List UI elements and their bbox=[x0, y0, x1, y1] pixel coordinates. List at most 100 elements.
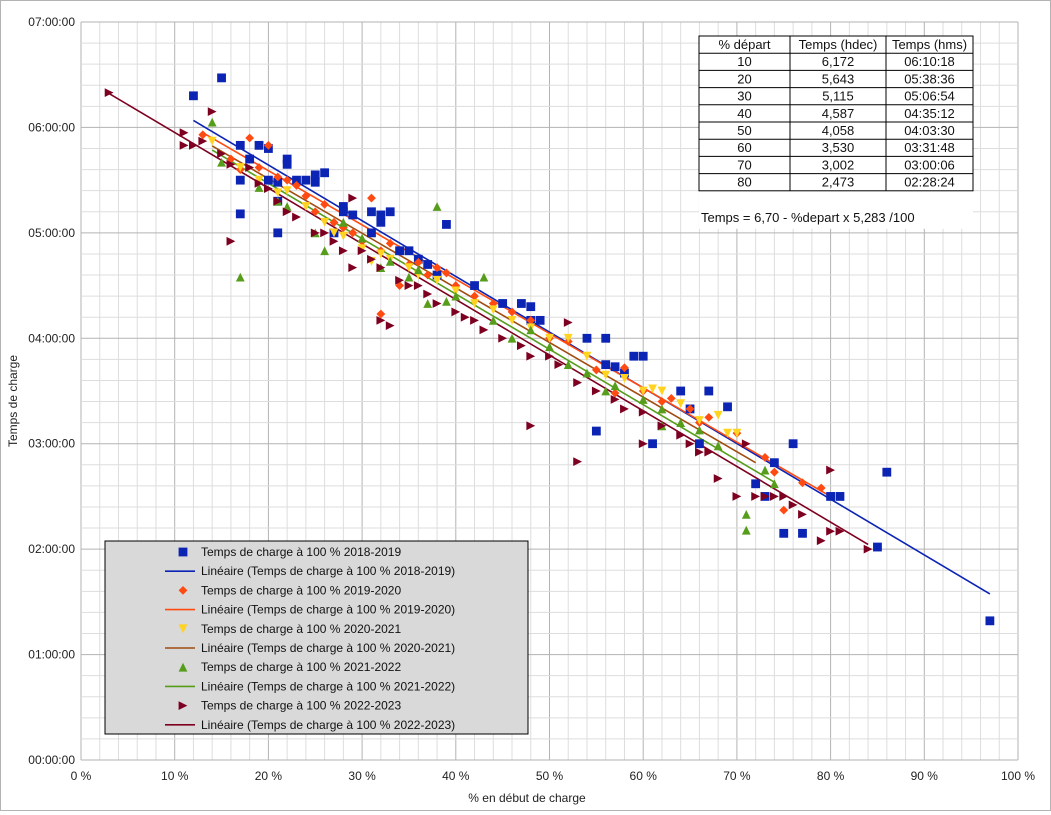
data-point bbox=[423, 289, 433, 299]
data-point bbox=[367, 207, 376, 217]
data-point bbox=[451, 291, 461, 301]
data-point bbox=[301, 202, 311, 211]
data-point bbox=[320, 228, 330, 238]
data-point bbox=[648, 439, 657, 449]
data-point bbox=[207, 107, 217, 117]
data-point bbox=[695, 447, 704, 457]
legend-label: Linéaire (Temps de charge à 100 % 2018-2… bbox=[201, 564, 455, 578]
data-point bbox=[292, 212, 301, 222]
data-point bbox=[545, 333, 554, 343]
data-point bbox=[292, 181, 301, 190]
data-point bbox=[676, 399, 686, 409]
data-point bbox=[404, 263, 414, 273]
data-point bbox=[329, 228, 339, 238]
data-point bbox=[498, 299, 508, 308]
data-point bbox=[442, 296, 451, 306]
data-point bbox=[798, 509, 807, 519]
data-point bbox=[189, 140, 198, 150]
data-point bbox=[226, 159, 236, 169]
trend-formula: Temps = 6,70 - %depart x 5,283 /100 bbox=[701, 210, 915, 225]
data-point bbox=[488, 305, 498, 315]
data-point bbox=[451, 286, 461, 296]
x-tick-label: 40 % bbox=[442, 769, 470, 783]
x-tick-label: 0 % bbox=[71, 769, 92, 783]
data-point bbox=[798, 478, 807, 488]
data-point bbox=[591, 426, 601, 436]
data-point bbox=[348, 228, 358, 238]
data-point bbox=[273, 172, 283, 182]
data-point bbox=[338, 231, 348, 241]
data-point bbox=[695, 425, 704, 435]
legend-label: Temps de charge à 100 % 2019-2020 bbox=[201, 583, 401, 597]
x-tick-label: 30 % bbox=[348, 769, 376, 783]
data-point bbox=[769, 467, 779, 477]
data-point bbox=[704, 412, 714, 422]
legend-label: Temps de charge à 100 % 2020-2021 bbox=[201, 622, 401, 636]
legend-marker bbox=[178, 662, 188, 672]
y-tick-label: 00:00:00 bbox=[28, 753, 75, 767]
y-tick-label: 05:00:00 bbox=[28, 226, 75, 240]
data-point bbox=[498, 333, 508, 343]
data-point bbox=[413, 281, 423, 290]
data-point bbox=[526, 351, 536, 361]
data-point bbox=[610, 362, 620, 372]
data-point bbox=[217, 73, 226, 83]
data-point bbox=[732, 428, 742, 438]
data-point bbox=[507, 315, 517, 325]
x-tick-label: 80 % bbox=[817, 769, 845, 783]
x-tick-label: 70 % bbox=[723, 769, 751, 783]
data-point bbox=[610, 395, 620, 404]
data-point bbox=[432, 270, 442, 280]
data-point bbox=[282, 154, 292, 164]
data-point bbox=[826, 492, 835, 501]
data-point bbox=[470, 291, 479, 301]
data-point bbox=[545, 351, 554, 361]
data-point bbox=[470, 315, 479, 325]
data-point bbox=[488, 315, 498, 325]
data-point bbox=[610, 388, 620, 398]
data-point bbox=[245, 163, 255, 172]
data-point bbox=[620, 373, 629, 383]
data-point bbox=[704, 447, 714, 457]
table-cell: 50 bbox=[737, 123, 751, 138]
data-point bbox=[713, 410, 723, 420]
data-point bbox=[348, 263, 358, 273]
data-point bbox=[423, 260, 433, 269]
data-point bbox=[769, 492, 779, 501]
data-point bbox=[338, 217, 348, 227]
data-point bbox=[638, 439, 648, 449]
table-cell: 10 bbox=[737, 54, 751, 69]
table-cell: 5,643 bbox=[822, 71, 855, 86]
data-point bbox=[273, 196, 283, 206]
data-point bbox=[235, 209, 245, 219]
data-point bbox=[432, 275, 442, 285]
data-point bbox=[685, 404, 695, 414]
data-point bbox=[348, 210, 358, 220]
table-cell: 02:28:24 bbox=[904, 175, 955, 190]
data-point bbox=[367, 193, 376, 203]
data-point bbox=[516, 299, 526, 308]
data-point bbox=[648, 384, 657, 394]
legend-label: Linéaire (Temps de charge à 100 % 2022-2… bbox=[201, 718, 455, 732]
data-point bbox=[516, 341, 526, 351]
data-point bbox=[620, 368, 629, 378]
x-tick-label: 50 % bbox=[536, 769, 564, 783]
data-point bbox=[620, 363, 629, 373]
y-tick-label: 01:00:00 bbox=[28, 648, 75, 662]
data-point bbox=[470, 281, 479, 290]
data-point bbox=[526, 421, 536, 431]
data-point bbox=[282, 207, 292, 217]
data-point bbox=[563, 333, 573, 343]
data-point bbox=[798, 528, 807, 538]
data-point bbox=[385, 207, 395, 217]
data-point bbox=[601, 370, 611, 380]
legend-label: Temps de charge à 100 % 2021-2022 bbox=[201, 660, 401, 674]
data-point bbox=[723, 428, 732, 438]
data-point bbox=[676, 430, 686, 440]
table-cell: 2,473 bbox=[822, 175, 855, 190]
table-header-cell: % départ bbox=[718, 37, 770, 52]
table-cell: 3,530 bbox=[822, 140, 855, 155]
data-point bbox=[826, 465, 835, 475]
y-axis-title: Temps de charge bbox=[6, 355, 20, 447]
